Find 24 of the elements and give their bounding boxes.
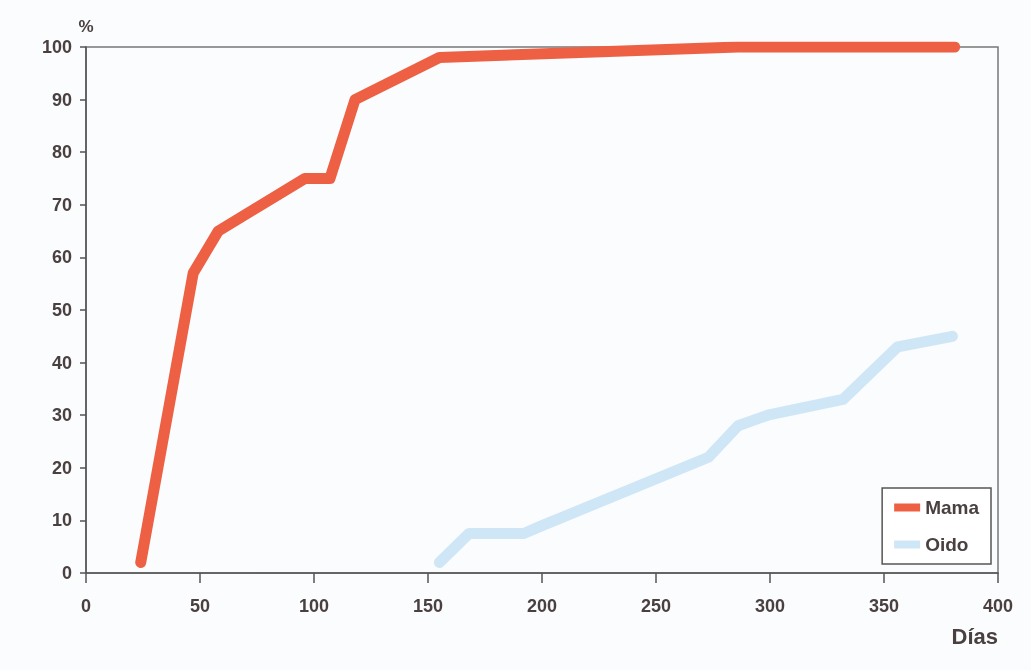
y-tick-label: 90 bbox=[51, 89, 72, 110]
y-tick-label: 80 bbox=[51, 142, 72, 163]
y-tick-label: 10 bbox=[51, 510, 72, 531]
y-tick-label: 20 bbox=[51, 457, 72, 478]
x-tick-label: 400 bbox=[982, 596, 1014, 616]
y-tick-label: 60 bbox=[51, 247, 72, 268]
x-axis-title: Días bbox=[951, 623, 998, 649]
y-tick-label: 30 bbox=[51, 405, 72, 426]
legend-label: Mama bbox=[925, 497, 980, 518]
x-tick-label: 350 bbox=[868, 596, 900, 616]
y-tick-label: 100 bbox=[41, 37, 72, 57]
y-axis-title: % bbox=[78, 17, 94, 36]
x-tick-label: 250 bbox=[640, 596, 672, 616]
y-tick-label: 0 bbox=[61, 563, 72, 583]
y-tick-label: 70 bbox=[51, 194, 72, 215]
y-tick-label: 50 bbox=[51, 300, 72, 320]
legend-label: Oido bbox=[925, 534, 969, 555]
x-tick-label: 50 bbox=[189, 596, 211, 616]
x-tick-label: 100 bbox=[298, 596, 330, 616]
x-tick-label: 300 bbox=[754, 596, 786, 616]
x-tick-label: 150 bbox=[412, 596, 444, 616]
y-tick-label: 40 bbox=[51, 352, 72, 373]
x-tick-label: 200 bbox=[526, 596, 558, 616]
x-tick-label: 0 bbox=[80, 596, 92, 616]
